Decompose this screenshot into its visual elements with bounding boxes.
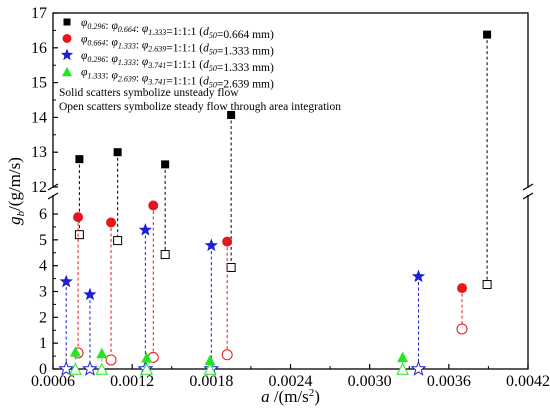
legend-entry: φ0.664: φ1.333: φ2.639=1:1:1 (d50=1.333 … [81, 34, 274, 58]
point-steady-triangle [396, 362, 409, 375]
point-steady-square [74, 230, 84, 240]
point-unsteady-star [59, 274, 73, 288]
legend-note: Open scatters symbolize steady flow thro… [59, 101, 341, 113]
legend-marker-circle [62, 34, 72, 43]
point-steady-triangle [203, 362, 217, 375]
y-tick-label: 5 [39, 232, 47, 249]
legend-note: Solid scatters symbolize unsteady flow [59, 87, 239, 99]
x-tick-label: 0.0012 [110, 373, 154, 390]
point-steady-triangle [140, 362, 154, 375]
x-axis-title: a /(m/s2) [261, 387, 320, 406]
point-steady-square [113, 236, 123, 246]
x-tick-label: 0.0042 [506, 373, 550, 390]
y-tick-label: 15 [31, 75, 47, 92]
axis-break-gap-left [47, 188, 59, 195]
point-unsteady-circle [148, 200, 159, 211]
y-tick-label: 3 [39, 284, 47, 301]
point-unsteady-circle [457, 283, 468, 294]
point-unsteady-triangle [141, 352, 153, 363]
y-axis-title: gb/(g/m/s) [5, 157, 27, 225]
point-unsteady-triangle [397, 351, 409, 363]
y-tick-label: 12 [31, 179, 47, 196]
y-tick-label: 1 [39, 335, 47, 352]
point-unsteady-square [113, 148, 122, 157]
y-tick-label: 17 [31, 5, 47, 22]
point-unsteady-square [483, 30, 492, 39]
y-tick-label: 6 [39, 206, 47, 223]
x-tick-label: 0.0030 [348, 373, 392, 390]
point-steady-triangle [95, 362, 109, 375]
point-unsteady-triangle [69, 346, 81, 357]
point-unsteady-triangle [96, 347, 108, 359]
legend-entry: φ1.333: φ2.639: φ3.741=1:1:1 (d50=2.639 … [81, 67, 274, 91]
point-unsteady-square [75, 155, 84, 164]
axis-break-gap-right [522, 188, 534, 195]
point-steady-square [482, 280, 492, 290]
axis-break-mark-left-bottom [47, 192, 59, 200]
point-unsteady-star [138, 223, 153, 236]
point-unsteady-square [227, 110, 236, 119]
point-steady-circle [105, 354, 117, 366]
point-steady-square [160, 250, 170, 260]
point-unsteady-triangle [204, 354, 216, 366]
point-unsteady-circle [222, 236, 233, 247]
point-unsteady-square [161, 160, 170, 169]
y-tick-label: 14 [31, 109, 47, 126]
point-steady-star [58, 360, 75, 376]
y-tick-label: 2 [39, 309, 47, 326]
legend-entry: φ0.296: φ0.664: φ1.333=1:1:1 (d50=0.664 … [81, 17, 274, 41]
point-steady-triangle [69, 362, 82, 375]
point-steady-circle [456, 323, 468, 335]
point-steady-star [81, 360, 98, 376]
y-tick-label: 13 [31, 144, 47, 161]
y-tick-label: 16 [31, 40, 47, 57]
point-unsteady-circle [73, 212, 84, 223]
legend-entry: φ0.296: φ1.333: φ3.741=1:1:1 (d50=1.333 … [81, 50, 274, 74]
axis-break-mark-right-bottom [522, 192, 534, 200]
point-unsteady-star [83, 287, 97, 301]
x-tick-label: 0.0024 [269, 373, 313, 390]
point-unsteady-star [411, 269, 426, 283]
y-tick-label: 4 [39, 258, 47, 275]
y-tick-label: 0 [39, 361, 47, 378]
point-steady-circle [221, 349, 233, 361]
point-steady-star [410, 360, 427, 376]
legend-marker-square [63, 18, 71, 26]
x-tick-label: 0.0036 [427, 373, 471, 390]
x-tick-label: 0.0006 [31, 373, 75, 390]
legend-marker-star [60, 48, 74, 61]
point-unsteady-star [204, 238, 218, 252]
x-tick-label: 0.0018 [189, 373, 233, 390]
point-steady-square [226, 262, 236, 272]
legend-marker-triangle [62, 66, 72, 77]
axis-break-mark-right-top [522, 183, 534, 191]
point-unsteady-circle [106, 217, 117, 228]
